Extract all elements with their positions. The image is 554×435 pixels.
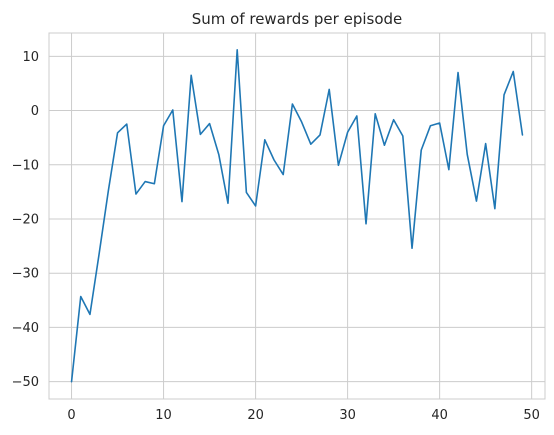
y-tick-label: −40 <box>12 321 39 336</box>
y-tick-label: 10 <box>22 50 39 65</box>
series-line <box>70 49 524 383</box>
y-tick-label: −30 <box>12 267 39 282</box>
plot-background <box>49 33 545 399</box>
x-tick-label: 50 <box>523 408 540 423</box>
y-tick-label: −10 <box>12 158 39 173</box>
y-tick-label: 0 <box>31 104 39 119</box>
x-tick-label: 40 <box>431 408 448 423</box>
series-layer <box>70 49 524 383</box>
y-tick-labels: −50 −40 −30 −20 −10 0 10 <box>12 50 39 390</box>
y-tick-label: −20 <box>12 212 39 227</box>
x-tick-label: 0 <box>67 408 75 423</box>
x-tick-label: 20 <box>247 408 264 423</box>
chart-title: Sum of rewards per episode <box>192 10 403 28</box>
x-tick-label: 10 <box>155 408 172 423</box>
plot-frame <box>48 32 546 400</box>
x-grid <box>71 33 533 399</box>
x-tick-labels: 0 10 20 30 40 50 <box>67 408 540 423</box>
y-tick-label: −50 <box>12 375 39 390</box>
x-tick-label: 30 <box>339 408 356 423</box>
